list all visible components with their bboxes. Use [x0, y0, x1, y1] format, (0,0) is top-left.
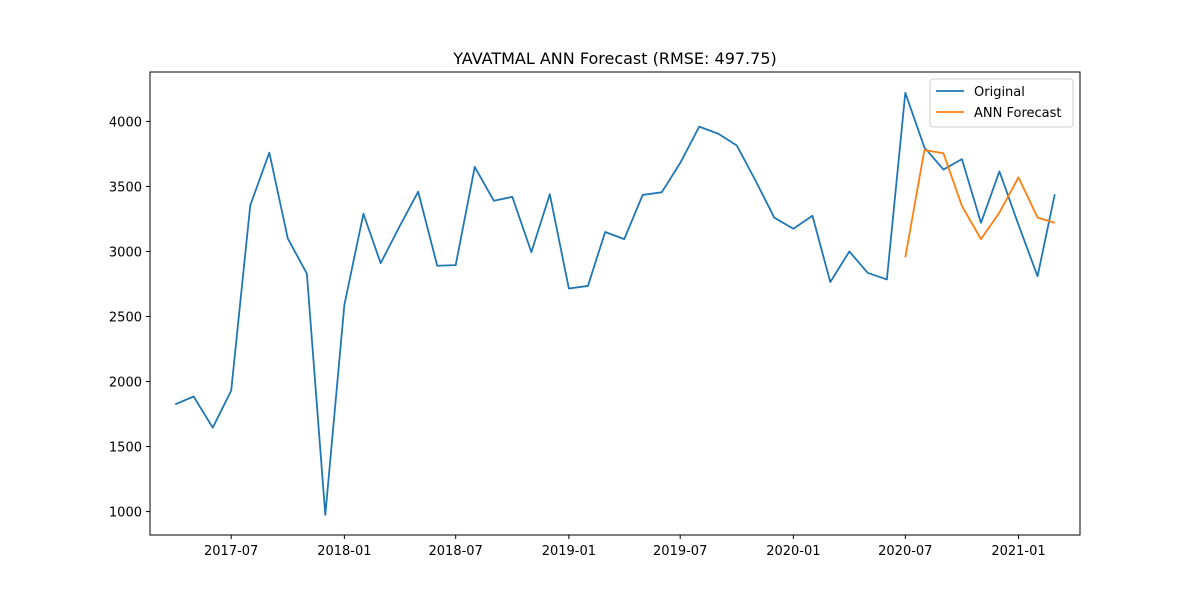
x-tick-label: 2019-07 [653, 544, 707, 559]
legend-label: ANN Forecast [974, 106, 1061, 121]
y-tick-label: 4000 [109, 115, 142, 130]
series-line-original [174, 91, 1056, 516]
x-tick-label: 2021-01 [991, 544, 1045, 559]
x-tick-label: 2018-01 [317, 544, 371, 559]
legend-box [929, 78, 1074, 128]
x-tick-label: 2018-07 [429, 544, 483, 559]
x-tick-label: 2020-01 [766, 544, 820, 559]
legend-label: Original [974, 85, 1025, 100]
y-tick-label: 2000 [109, 376, 142, 391]
y-tick-label: 1500 [109, 441, 142, 456]
plot-area [174, 91, 1056, 516]
x-tick-label: 2020-07 [878, 544, 932, 559]
y-axis: 1000 1500 2000 2500 3000 3500 4000 [109, 115, 150, 521]
series-line-ann-forecast [904, 149, 1056, 258]
y-tick-label: 2500 [109, 311, 142, 326]
chart-title: YAVATMAL ANN Forecast (RMSE: 497.75) [452, 49, 777, 68]
x-tick-label: 2019-01 [542, 544, 596, 559]
y-tick-label: 3500 [109, 180, 142, 195]
y-tick-label: 1000 [109, 506, 142, 521]
x-tick-label: 2017-07 [204, 544, 258, 559]
legend: Original ANN Forecast [929, 78, 1074, 128]
axes-frame [149, 71, 1081, 536]
x-axis: 2017-07 2018-01 2018-07 2019-01 2019-07 2020-… [204, 535, 1046, 559]
y-tick-label: 3000 [109, 245, 142, 260]
